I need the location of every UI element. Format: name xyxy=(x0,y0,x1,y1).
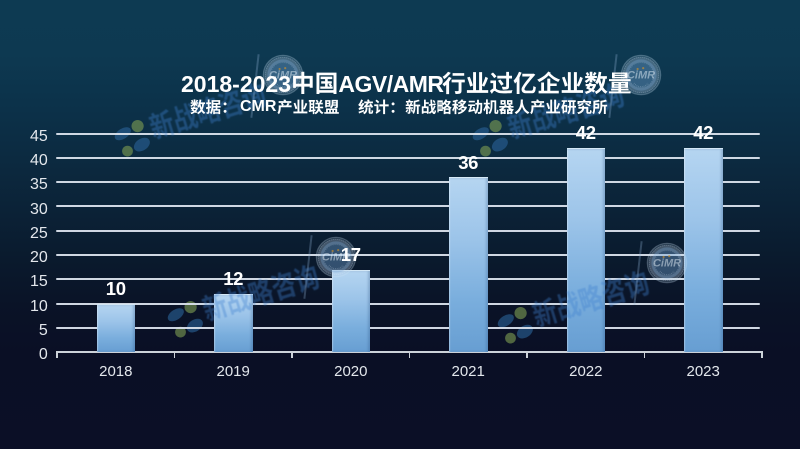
svg-text:CiMR: CiMR xyxy=(322,251,350,263)
svg-text:CiMR: CiMR xyxy=(652,257,680,269)
svg-text:CiMR: CiMR xyxy=(627,70,655,82)
svg-text:CiMR: CiMR xyxy=(269,70,297,82)
